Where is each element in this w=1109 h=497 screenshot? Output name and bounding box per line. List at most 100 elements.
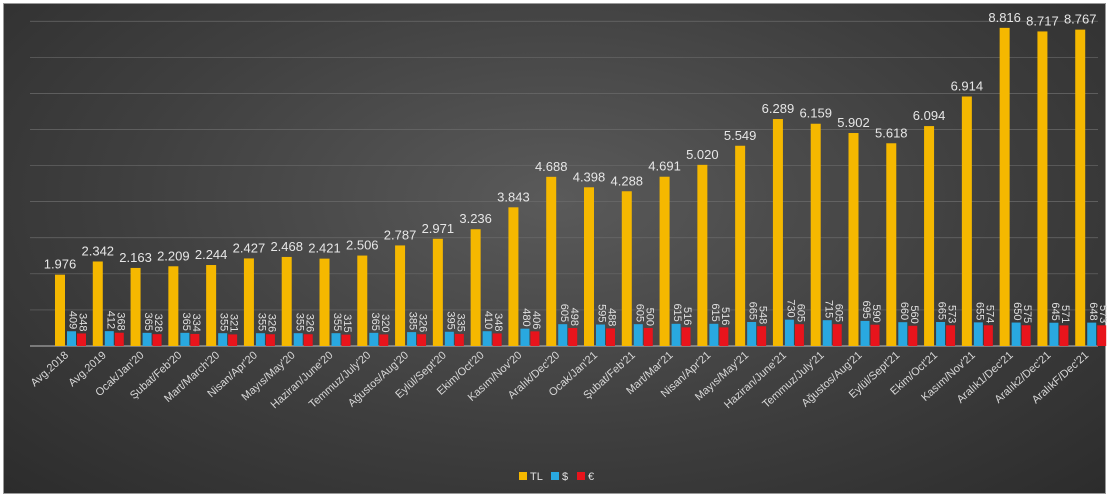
bar-tl <box>961 96 972 346</box>
label-usd: 665 <box>936 302 948 320</box>
bar-tl <box>1037 31 1048 347</box>
bar-usd <box>898 322 908 346</box>
label-eur: 326 <box>417 314 429 332</box>
bar-eur <box>908 325 918 346</box>
bar-tl <box>697 164 708 346</box>
label-tl: 6.289 <box>762 101 795 116</box>
label-eur: 548 <box>757 306 769 324</box>
bar-tl <box>206 265 217 346</box>
bar-eur <box>643 327 653 346</box>
label-eur: 348 <box>77 313 89 331</box>
bar-tl <box>810 123 821 346</box>
label-tl: 2.787 <box>384 227 417 242</box>
label-usd: 409 <box>67 311 79 329</box>
bar-eur <box>152 334 162 346</box>
bar-tl <box>1075 29 1086 347</box>
bar-eur <box>492 333 502 346</box>
label-eur: 575 <box>1021 305 1033 323</box>
bar-tl <box>848 133 859 346</box>
bar-usd <box>369 332 379 346</box>
label-usd: 412 <box>104 311 116 329</box>
bar-usd <box>860 320 870 346</box>
label-tl: 8.717 <box>1026 13 1059 28</box>
legend: TL $ € <box>519 471 594 483</box>
bar-eur <box>190 333 200 346</box>
label-tl: 3.236 <box>459 211 492 226</box>
label-tl: 8.767 <box>1064 12 1097 27</box>
bar-eur <box>1059 325 1069 346</box>
label-tl: 2.506 <box>346 238 379 253</box>
label-eur: 605 <box>795 304 807 322</box>
label-eur: 348 <box>492 313 504 331</box>
bar-tl <box>470 229 481 346</box>
legend-swatch <box>577 472 585 480</box>
label-tl: 8.816 <box>988 10 1021 25</box>
bar-usd <box>104 331 114 346</box>
bar-eur <box>870 324 880 346</box>
label-eur: 368 <box>114 312 126 330</box>
bar-usd <box>784 319 794 346</box>
bar-usd <box>973 322 983 346</box>
bar-usd <box>1011 322 1021 346</box>
bar-tl <box>357 255 368 346</box>
bar-tl <box>168 266 179 346</box>
label-usd: 385 <box>407 312 419 330</box>
label-tl: 2.971 <box>422 221 455 236</box>
bar-usd <box>709 323 719 346</box>
bar-usd <box>142 332 152 346</box>
bar-usd <box>293 333 303 346</box>
label-usd: 355 <box>218 313 230 331</box>
label-usd: 645 <box>1049 302 1061 320</box>
bar-tl <box>432 238 443 346</box>
label-tl: 5.618 <box>875 125 908 140</box>
bar-usd <box>407 332 417 346</box>
label-usd: 410 <box>482 311 494 329</box>
label-eur: 571 <box>1059 305 1071 323</box>
bar-tl <box>546 176 557 346</box>
bar-eur <box>228 334 238 346</box>
bar-eur <box>265 334 275 346</box>
bar-eur <box>77 333 86 346</box>
bar-eur <box>114 332 124 346</box>
bar-usd <box>1087 322 1097 346</box>
label-usd: 655 <box>973 302 985 320</box>
label-eur: 605 <box>832 304 844 322</box>
bar-usd <box>255 333 265 346</box>
bar-tl <box>621 191 632 346</box>
bar-eur <box>379 334 389 346</box>
label-eur: 406 <box>530 311 542 329</box>
bar-usd <box>633 324 643 346</box>
label-usd: 648 <box>1087 302 1099 320</box>
bar-usd <box>822 320 832 346</box>
label-usd: 365 <box>369 312 381 330</box>
bar-tl <box>924 126 935 346</box>
label-usd: 695 <box>860 301 872 319</box>
bar-eur <box>794 324 804 346</box>
bar-usd <box>444 331 454 346</box>
bar-eur <box>681 327 691 346</box>
x-tick-label: Avg.2018 <box>29 349 71 389</box>
label-usd: 615 <box>709 303 721 321</box>
label-usd: 650 <box>1011 302 1023 320</box>
bar-eur <box>530 331 540 346</box>
label-usd: 660 <box>898 302 910 320</box>
label-eur: 335 <box>454 314 466 332</box>
label-tl: 6.094 <box>913 108 946 123</box>
label-eur: 498 <box>568 308 580 326</box>
label-usd: 605 <box>558 304 570 322</box>
label-eur: 334 <box>190 314 202 332</box>
label-tl: 5.020 <box>686 147 719 162</box>
label-tl: 2.244 <box>195 247 228 262</box>
bar-eur <box>946 325 956 346</box>
label-eur: 328 <box>152 314 164 332</box>
bar-tl <box>584 187 594 346</box>
bar-tl <box>508 207 519 346</box>
label-eur: 574 <box>983 305 995 323</box>
label-eur: 500 <box>643 308 655 326</box>
bar-usd <box>596 324 605 346</box>
label-usd: 615 <box>671 303 683 321</box>
bar-usd <box>67 331 76 346</box>
label-eur: 320 <box>379 314 391 332</box>
bar-eur <box>341 334 351 346</box>
bar-eur <box>719 327 729 346</box>
